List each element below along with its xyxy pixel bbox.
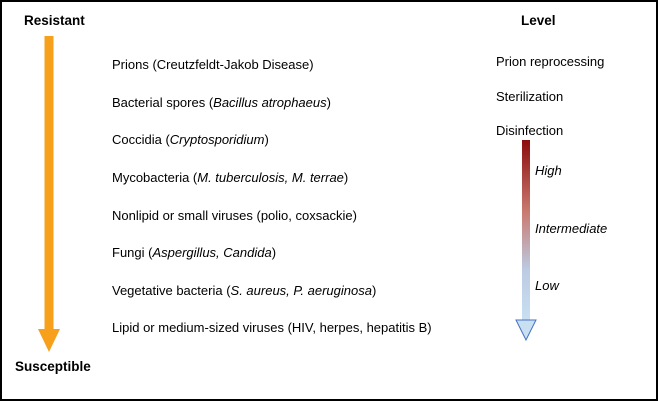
organism-text: )	[343, 170, 349, 186]
resistant-label: Resistant	[24, 13, 85, 28]
organism-item-nonlipid-viruses: Nonlipid or small viruses (polio, coxsac…	[112, 196, 432, 234]
organism-text: Mycobacteria (	[112, 170, 198, 186]
organism-item-prions: Prions (Creutzfeldt-Jakob Disease)	[112, 46, 432, 84]
organism-item-fungi: Fungi (Aspergillus, Candida)	[112, 234, 432, 272]
organism-text: Nonlipid or small viruses (polio, coxsac…	[112, 207, 357, 223]
gradient-label-intermediate: Intermediate	[535, 221, 608, 236]
organism-text: Lipid or medium-sized viruses (HIV, herp…	[112, 320, 432, 336]
organism-item-lipid-viruses: Lipid or medium-sized viruses (HIV, herp…	[112, 309, 432, 347]
gradient-label-low: Low	[535, 278, 559, 293]
gradient-label-high: High	[535, 163, 562, 178]
level-item-disinfection: Disinfection	[496, 123, 564, 138]
organism-text: )	[371, 282, 377, 298]
organism-species-italic: S. aureus, P. aeruginosa	[230, 282, 372, 298]
organism-item-vegetative-bacteria: Vegetative bacteria (S. aureus, P. aerug…	[112, 272, 432, 310]
level-header: Level	[521, 13, 556, 28]
organism-text: Fungi (	[112, 245, 153, 261]
organism-species-italic: Aspergillus, Candida	[152, 245, 272, 261]
organism-text: Coccidia (	[112, 132, 170, 148]
organism-species-italic: M. tuberculosis, M. terrae	[197, 170, 344, 186]
organism-text: )	[271, 245, 277, 261]
level-item-sterilization: Sterilization	[496, 89, 564, 104]
organism-text: Bacterial spores (	[112, 94, 214, 110]
level-gradient-arrow-icon	[515, 140, 537, 342]
organism-text: Prions (Creutzfeldt-Jakob Disease)	[112, 57, 314, 73]
organism-list: Prions (Creutzfeldt-Jakob Disease) Bacte…	[112, 46, 432, 347]
organism-item-mycobacteria: Mycobacteria (M. tuberculosis, M. terrae…	[112, 159, 432, 197]
resistance-gradient-arrow-icon	[38, 36, 60, 352]
organism-text: )	[326, 94, 331, 110]
level-item-prion-reprocessing: Prion reprocessing	[496, 54, 605, 69]
organism-text: Vegetative bacteria (	[112, 282, 231, 298]
organism-species-italic: Bacillus atrophaeus	[213, 94, 327, 110]
organism-text: )	[264, 132, 269, 148]
susceptible-label: Susceptible	[15, 359, 91, 374]
organism-item-coccidia: Coccidia (Cryptosporidium)	[112, 121, 432, 159]
organism-item-bacterial-spores: Bacterial spores (Bacillus atrophaeus)	[112, 84, 432, 122]
organism-species-italic: Cryptosporidium	[169, 132, 265, 148]
